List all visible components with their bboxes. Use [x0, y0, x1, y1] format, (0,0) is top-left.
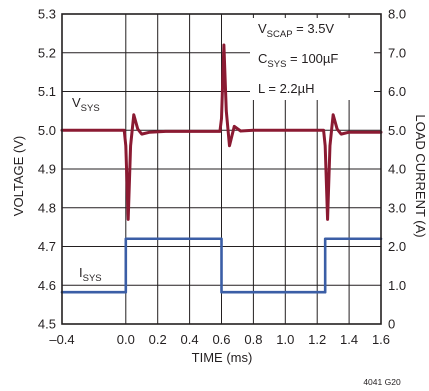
right-tick-label: 3.0	[388, 200, 406, 215]
annotation-backgrounds	[250, 18, 374, 100]
right-tick-label: 8.0	[388, 7, 406, 22]
left-tick-label: 5.1	[38, 84, 56, 99]
x-tick-label: 1.0	[276, 332, 294, 347]
plot-frame	[61, 13, 382, 325]
annotation-line: L = 2.2µH	[258, 81, 315, 96]
x-tick-label: –0.4	[49, 332, 74, 347]
right-tick-label: 1.0	[388, 278, 406, 293]
x-axis-title: TIME (ms)	[192, 350, 253, 365]
left-tick-label: 4.6	[38, 278, 56, 293]
right-tick-label: 4.0	[388, 162, 406, 177]
annotation-block: VSYS ISYS VSCAP = 3.5V CSYS = 100µF L = 2.2µ…	[69, 18, 374, 284]
left-tick-label: 4.7	[38, 239, 56, 254]
right-tick-label: 0	[388, 317, 395, 332]
x-tick-label: 1.4	[340, 332, 358, 347]
figure-code: 4041 G20	[363, 377, 401, 387]
left-tick-label: 4.8	[38, 200, 56, 215]
plot-border	[61, 13, 382, 325]
left-tick-label: 5.3	[38, 7, 56, 22]
isys-label-background	[76, 262, 120, 284]
series-line-vsys	[60, 43, 383, 221]
vsys-label: VSYS	[72, 95, 100, 114]
x-tick-label: 0.4	[181, 332, 199, 347]
x-tick-label: 1.6	[372, 332, 390, 347]
right-tick-label: 7.0	[388, 45, 406, 60]
left-tick-label: 4.5	[38, 317, 56, 332]
right-tick-label: 2.0	[388, 239, 406, 254]
isys-label: ISYS	[79, 265, 102, 284]
right-tick-label: 5.0	[388, 123, 406, 138]
annotation-background	[250, 18, 374, 100]
x-tick-label: 0.2	[149, 332, 167, 347]
left-tick-label: 5.2	[38, 45, 56, 60]
annotation-line: CSYS = 100µF	[258, 51, 338, 70]
left-axis-title: VOLTAGE (V)	[11, 136, 26, 216]
x-tick-label: 0.8	[244, 332, 262, 347]
x-tick-label: 0.6	[212, 332, 230, 347]
left-tick-label: 5.0	[38, 123, 56, 138]
right-tick-label: 6.0	[388, 84, 406, 99]
tick-labels: –0.4 0.0 0.2 0.4 0.6 0.8 1.0 1.2 1.4 1.6 4.5 4.6 4.7…	[38, 7, 406, 348]
x-tick-label: 1.2	[308, 332, 326, 347]
series	[60, 43, 383, 294]
vsys-label-background	[69, 92, 113, 114]
right-axis-title: LOAD CURRENT (A)	[413, 114, 428, 237]
annotation-line: VSCAP = 3.5V	[258, 21, 334, 40]
left-tick-label: 4.9	[38, 162, 56, 177]
series-line-isys	[60, 237, 383, 294]
x-tick-label: 0.0	[117, 332, 135, 347]
